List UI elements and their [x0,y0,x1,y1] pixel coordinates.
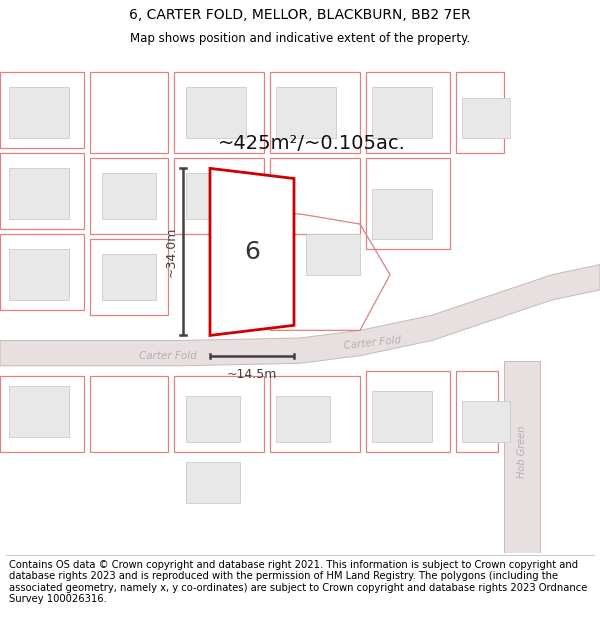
Text: ~14.5m: ~14.5m [227,368,277,381]
Bar [102,254,156,300]
Bar [186,173,240,219]
Text: Carter Fold: Carter Fold [139,351,197,361]
Polygon shape [504,361,540,553]
Bar [228,229,282,275]
Bar [372,189,432,239]
Text: 6: 6 [244,240,260,264]
Text: Map shows position and indicative extent of the property.: Map shows position and indicative extent… [130,32,470,45]
Bar [306,234,360,275]
Polygon shape [210,168,294,336]
Text: Carter Fold: Carter Fold [343,335,401,351]
Bar [9,88,69,138]
Polygon shape [0,264,600,366]
Bar [462,98,510,138]
Text: ~34.0m: ~34.0m [164,227,178,277]
Bar [276,396,330,442]
Bar [462,401,510,442]
Bar [186,88,246,138]
Bar [372,88,432,138]
Text: 6, CARTER FOLD, MELLOR, BLACKBURN, BB2 7ER: 6, CARTER FOLD, MELLOR, BLACKBURN, BB2 7… [129,8,471,22]
Bar [372,391,432,442]
Bar [9,249,69,300]
Bar [9,168,69,219]
Text: Hob Green: Hob Green [517,426,527,478]
Text: Contains OS data © Crown copyright and database right 2021. This information is : Contains OS data © Crown copyright and d… [9,559,587,604]
Bar [9,386,69,437]
Bar [276,88,336,138]
Bar [102,173,156,219]
Text: ~425m²/~0.105ac.: ~425m²/~0.105ac. [218,134,406,152]
Bar [186,396,240,442]
Bar [186,462,240,503]
